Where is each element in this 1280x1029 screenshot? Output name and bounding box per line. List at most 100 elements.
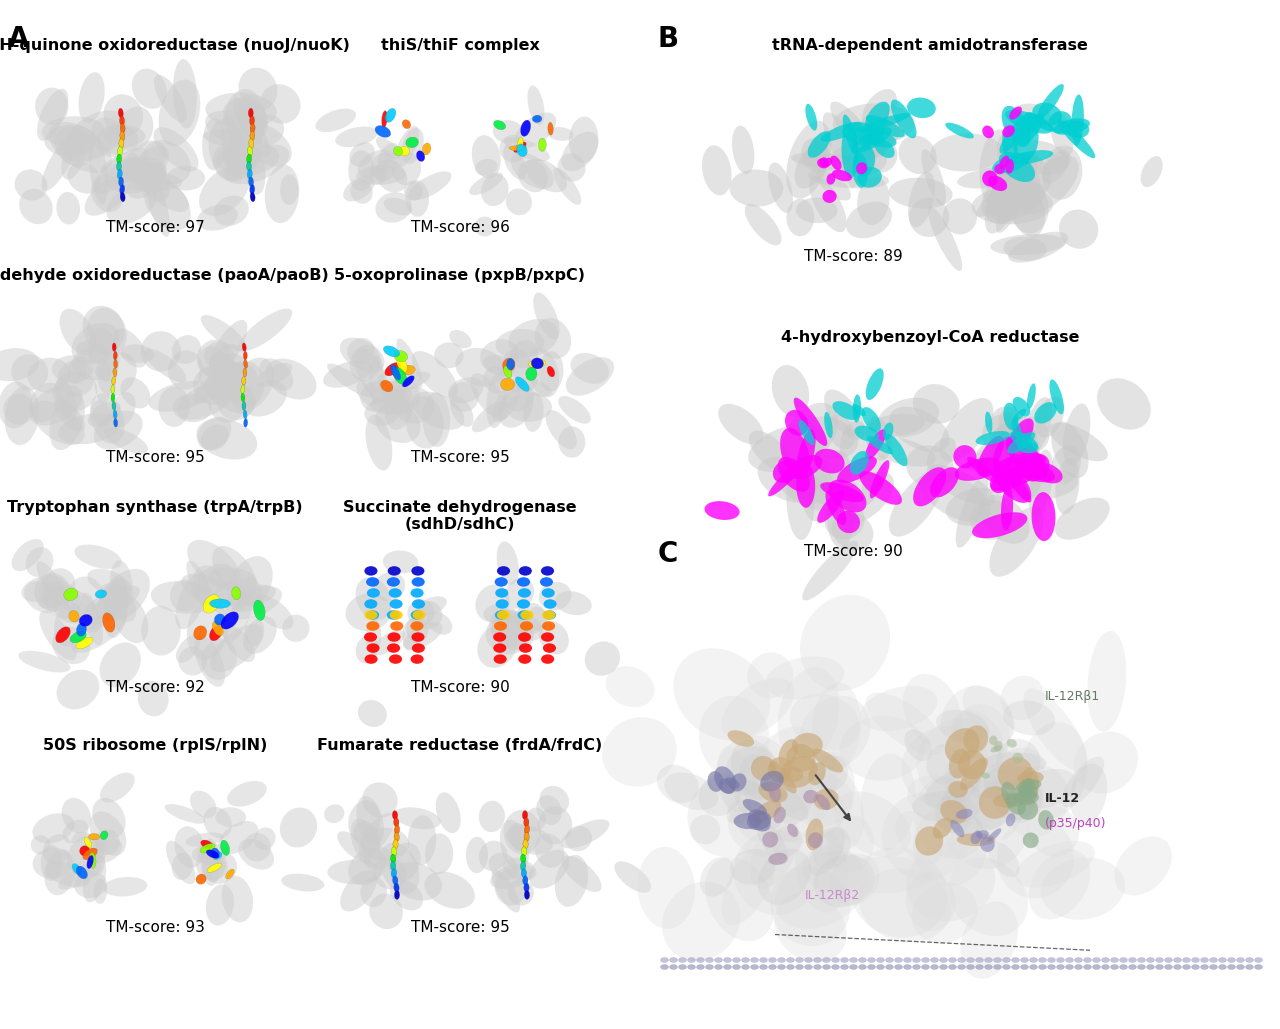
Ellipse shape	[348, 801, 380, 842]
Ellipse shape	[954, 446, 977, 468]
Ellipse shape	[351, 818, 381, 867]
Ellipse shape	[173, 59, 197, 129]
Ellipse shape	[72, 863, 82, 875]
Ellipse shape	[494, 622, 507, 631]
Ellipse shape	[1183, 958, 1190, 962]
Ellipse shape	[1024, 397, 1052, 456]
Ellipse shape	[493, 643, 507, 652]
Ellipse shape	[225, 870, 234, 879]
Ellipse shape	[402, 128, 424, 164]
Ellipse shape	[90, 838, 122, 863]
Ellipse shape	[5, 386, 40, 446]
Ellipse shape	[507, 358, 515, 370]
Ellipse shape	[477, 625, 517, 668]
Ellipse shape	[1174, 964, 1181, 969]
Ellipse shape	[475, 158, 498, 176]
Ellipse shape	[45, 861, 90, 887]
Ellipse shape	[992, 153, 1030, 174]
Ellipse shape	[206, 93, 276, 129]
Ellipse shape	[803, 450, 851, 522]
Ellipse shape	[497, 566, 509, 575]
Ellipse shape	[412, 599, 425, 609]
Ellipse shape	[859, 958, 867, 962]
Ellipse shape	[541, 633, 554, 642]
Ellipse shape	[525, 158, 567, 192]
Ellipse shape	[687, 964, 695, 969]
Text: TM-score: 89: TM-score: 89	[804, 249, 902, 264]
Ellipse shape	[783, 457, 859, 507]
Ellipse shape	[525, 890, 530, 899]
Ellipse shape	[88, 833, 100, 840]
Ellipse shape	[518, 654, 531, 664]
Ellipse shape	[705, 857, 774, 942]
Ellipse shape	[392, 152, 421, 185]
Ellipse shape	[759, 958, 768, 962]
Ellipse shape	[553, 168, 581, 205]
Ellipse shape	[541, 622, 556, 631]
Ellipse shape	[335, 127, 378, 147]
Ellipse shape	[32, 401, 84, 445]
Ellipse shape	[728, 806, 783, 856]
Ellipse shape	[503, 144, 526, 180]
Ellipse shape	[865, 417, 892, 460]
Ellipse shape	[1000, 155, 1009, 169]
Ellipse shape	[369, 165, 388, 184]
Ellipse shape	[127, 163, 166, 199]
Ellipse shape	[376, 137, 401, 159]
Ellipse shape	[796, 463, 815, 507]
Ellipse shape	[765, 781, 809, 820]
Ellipse shape	[1006, 416, 1050, 454]
Ellipse shape	[956, 474, 988, 547]
Ellipse shape	[562, 856, 602, 892]
Ellipse shape	[19, 188, 52, 224]
Ellipse shape	[796, 429, 815, 478]
Ellipse shape	[201, 639, 237, 680]
Ellipse shape	[397, 339, 422, 388]
Ellipse shape	[390, 879, 422, 911]
Ellipse shape	[1056, 964, 1065, 969]
Ellipse shape	[154, 75, 187, 122]
Ellipse shape	[406, 137, 419, 148]
Text: IL-12: IL-12	[1044, 792, 1080, 805]
Ellipse shape	[280, 808, 317, 848]
Ellipse shape	[58, 360, 95, 397]
Ellipse shape	[411, 654, 424, 664]
Ellipse shape	[877, 958, 884, 962]
Ellipse shape	[904, 964, 911, 969]
Ellipse shape	[997, 818, 1074, 898]
Ellipse shape	[870, 460, 890, 498]
Ellipse shape	[1061, 756, 1105, 808]
Ellipse shape	[1014, 152, 1051, 193]
Ellipse shape	[996, 739, 1041, 784]
Ellipse shape	[521, 847, 527, 856]
Ellipse shape	[93, 148, 147, 193]
Ellipse shape	[940, 958, 947, 962]
Ellipse shape	[902, 674, 961, 748]
Ellipse shape	[422, 392, 451, 447]
Ellipse shape	[1138, 964, 1146, 969]
Ellipse shape	[4, 394, 35, 425]
Ellipse shape	[1074, 958, 1083, 962]
Ellipse shape	[159, 79, 201, 146]
Ellipse shape	[72, 348, 118, 381]
Ellipse shape	[915, 826, 943, 855]
Ellipse shape	[948, 958, 956, 962]
Ellipse shape	[741, 964, 750, 969]
Ellipse shape	[778, 457, 810, 492]
Ellipse shape	[412, 643, 425, 652]
Ellipse shape	[805, 964, 813, 969]
Ellipse shape	[495, 599, 508, 609]
Ellipse shape	[193, 566, 223, 596]
Ellipse shape	[82, 586, 140, 620]
Ellipse shape	[714, 958, 722, 962]
Ellipse shape	[813, 855, 874, 908]
Ellipse shape	[389, 654, 402, 664]
Ellipse shape	[828, 480, 867, 512]
Ellipse shape	[204, 129, 262, 147]
Ellipse shape	[250, 184, 255, 194]
Ellipse shape	[991, 183, 1046, 221]
Ellipse shape	[733, 829, 818, 915]
Ellipse shape	[979, 786, 1011, 819]
Ellipse shape	[236, 577, 262, 606]
Ellipse shape	[723, 958, 731, 962]
